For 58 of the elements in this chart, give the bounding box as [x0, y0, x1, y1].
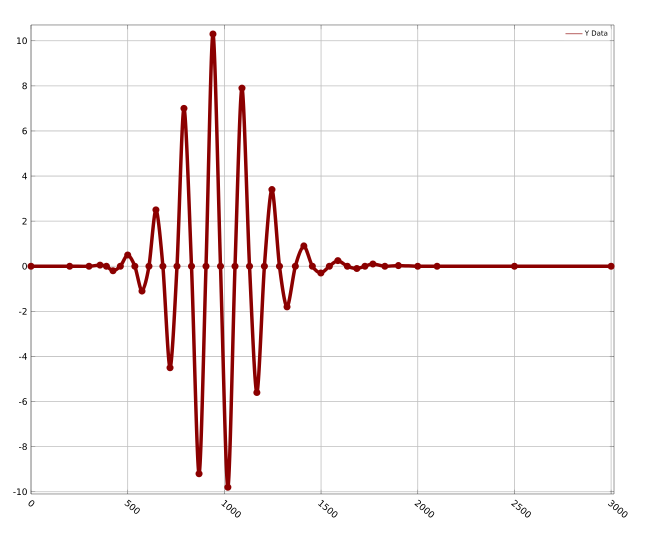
point: [124, 251, 132, 259]
point: [238, 84, 246, 92]
point: [510, 262, 518, 270]
point: [344, 262, 351, 270]
point: [159, 262, 166, 270]
point: [308, 262, 316, 270]
y-tick-label: 4: [22, 172, 27, 180]
y-tick-label: 6: [22, 128, 27, 134]
x-tick-label: 500: [124, 500, 140, 514]
point: [608, 262, 615, 270]
point: [246, 262, 254, 270]
point: [109, 267, 117, 274]
y-tick-label: -4: [18, 353, 27, 360]
point: [292, 262, 299, 270]
point: [152, 206, 160, 214]
point: [268, 186, 276, 194]
point: [102, 262, 110, 270]
point: [173, 262, 181, 270]
point: [353, 264, 360, 272]
point: [131, 262, 138, 270]
point: [231, 262, 239, 270]
y-tick-label: -6: [18, 398, 27, 405]
point: [138, 288, 146, 295]
point: [188, 262, 196, 270]
point: [66, 262, 74, 270]
point: [145, 262, 152, 270]
point: [216, 262, 224, 270]
point: [394, 262, 402, 270]
point: [414, 262, 422, 270]
point: [381, 262, 388, 270]
y-tick-label: 10: [17, 37, 27, 44]
point: [202, 262, 210, 270]
y-tick-label: -2: [18, 308, 27, 315]
y-tick-label: 2: [22, 218, 27, 224]
point: [166, 364, 174, 372]
y-tick-label: 8: [22, 82, 27, 90]
point: [317, 269, 324, 277]
point: [260, 262, 268, 270]
point: [334, 257, 342, 264]
point: [369, 260, 376, 268]
point: [434, 262, 441, 270]
point: [209, 30, 217, 38]
x-tick-label: 0: [28, 500, 34, 506]
y-tick-label: -8: [18, 443, 27, 450]
point: [326, 262, 333, 270]
point: [300, 242, 308, 250]
point: [116, 262, 124, 270]
point: [96, 262, 104, 269]
point: [180, 104, 188, 112]
point: [224, 484, 232, 491]
point: [276, 262, 284, 270]
y-tick-label: 0: [22, 262, 27, 270]
y-tick-label: -10: [13, 488, 27, 496]
point: [27, 262, 35, 270]
point: [196, 470, 203, 478]
point: [361, 262, 368, 270]
point: [253, 388, 260, 396]
point: [85, 262, 93, 270]
